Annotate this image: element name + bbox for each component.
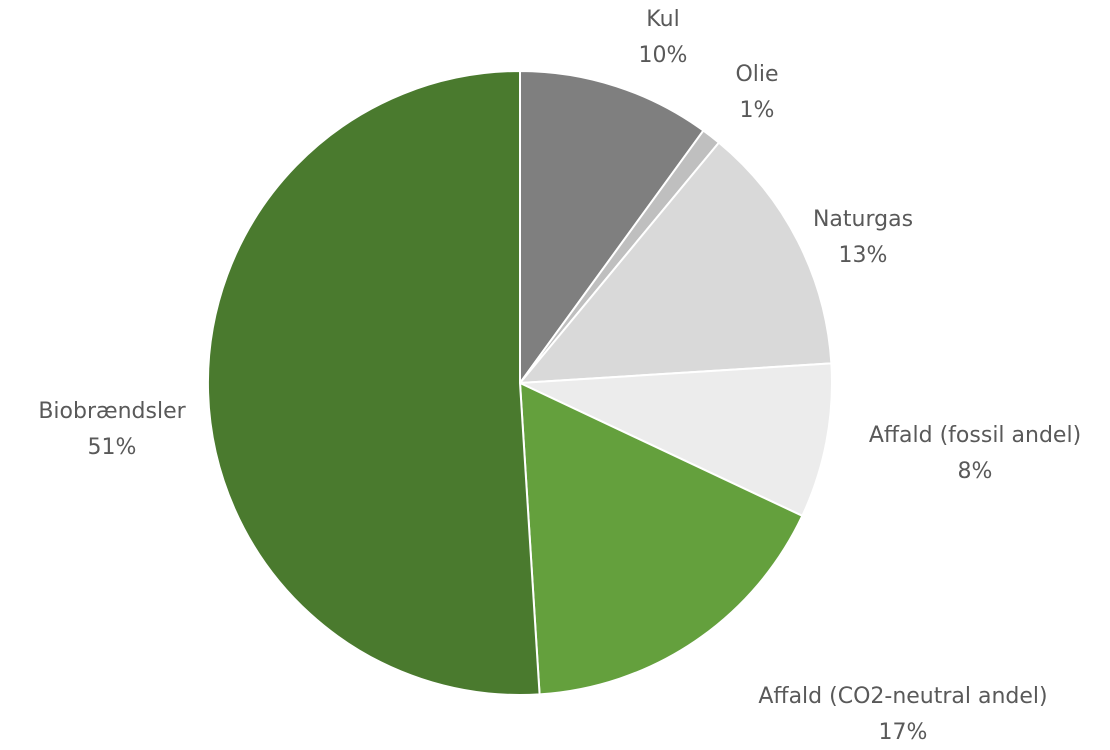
pie-slice-naturgas — [519, 141, 833, 384]
pie-slice-kul — [519, 70, 705, 384]
slice-label-olie: Olie — [735, 62, 778, 87]
slice-label-naturgas: Naturgas — [813, 207, 913, 232]
slice-label-affald-co2-neutral-andel: Affald (CO2-neutral andel) — [758, 684, 1047, 709]
pie-slice-biobraendsler — [206, 70, 541, 696]
slice-value-naturgas: 13% — [839, 243, 888, 268]
slice-value-kul: 10% — [639, 43, 688, 68]
slice-label-kul: Kul — [646, 7, 679, 32]
pie-labels: Kul 10% Olie 1% Naturgas 13% Affald (fossil an… — [38, 7, 1081, 745]
pie-slices — [206, 70, 833, 696]
slice-value-affald-co2-neutral-andel: 17% — [879, 720, 928, 745]
slice-value-affald-fossil-andel: 8% — [958, 459, 993, 484]
pie-slice-affald-fossil-andel — [519, 362, 833, 517]
slice-value-biobraendsler: 51% — [88, 435, 137, 460]
pie-slice-affald-co2-neutral-andel — [519, 382, 804, 696]
slice-label-affald-fossil-andel: Affald (fossil andel) — [869, 423, 1081, 448]
slice-label-biobraendsler: Biobrændsler — [38, 399, 186, 424]
slice-value-olie: 1% — [740, 98, 775, 123]
